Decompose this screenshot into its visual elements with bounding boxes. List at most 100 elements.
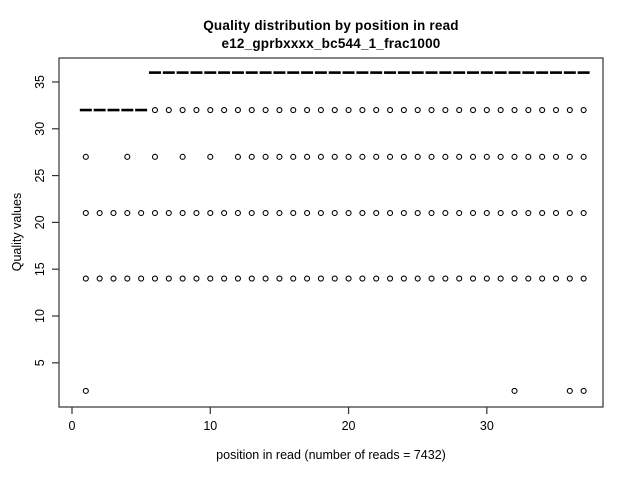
data-point-circle <box>331 153 338 160</box>
data-point-circle <box>483 209 490 217</box>
data-point-circle <box>414 209 421 217</box>
data-point-circle <box>566 107 573 114</box>
x-axis-label: position in read (number of reads = 7432… <box>216 448 446 462</box>
data-point-circle <box>580 153 587 160</box>
data-point-circle <box>386 107 394 114</box>
data-point-circle <box>345 153 352 160</box>
data-point-circle <box>442 275 449 282</box>
data-point-circle <box>483 153 490 160</box>
data-point-circle <box>580 107 587 114</box>
data-point-circle <box>456 209 463 217</box>
data-point-circle <box>234 153 241 160</box>
data-point-circle <box>566 387 573 394</box>
data-point-circle <box>262 107 269 114</box>
data-point-circle <box>456 153 463 160</box>
data-point-circle <box>193 275 200 282</box>
data-point-circle <box>207 107 214 114</box>
data-point-circle <box>456 107 463 114</box>
data-point-circle <box>248 107 255 114</box>
data-point-circle <box>234 209 241 217</box>
data-point-circle <box>234 275 241 282</box>
data-point-circle <box>138 275 145 282</box>
data-point-circle <box>428 209 435 217</box>
data-point-circle <box>566 209 573 217</box>
data-point-circle <box>539 275 546 282</box>
data-point-circle <box>469 107 477 114</box>
data-point-circle <box>359 153 366 160</box>
data-point-circle <box>525 275 532 282</box>
chart-title: Quality distribution by position in read <box>203 18 459 33</box>
data-point-circle <box>442 107 449 114</box>
data-point-circle <box>124 275 131 282</box>
data-point-circle <box>373 209 380 217</box>
data-point-circle <box>400 153 407 160</box>
data-point-circle <box>96 275 103 282</box>
data-point-circle <box>276 153 283 160</box>
data-point-circle <box>317 153 324 160</box>
data-point-circle <box>151 275 159 282</box>
data-point-circle <box>151 107 159 114</box>
data-point-circle <box>207 153 214 160</box>
data-point-circle <box>304 107 311 114</box>
x-tick-label: 20 <box>342 419 356 433</box>
data-point-circle <box>82 209 89 217</box>
data-point-circle <box>511 209 518 217</box>
data-point-circle <box>304 153 311 160</box>
data-point-circle <box>234 107 241 114</box>
data-point-circle <box>138 209 145 217</box>
data-point-circle <box>82 153 89 160</box>
data-point-circle <box>469 153 477 160</box>
data-point-circle <box>373 153 380 160</box>
data-point-circle <box>456 275 463 282</box>
data-point-circle <box>207 209 214 217</box>
data-point-circle <box>290 107 297 114</box>
y-tick-label: 25 <box>33 169 47 183</box>
data-point-circle <box>317 275 324 282</box>
data-point-circle <box>497 275 504 282</box>
y-tick-label: 30 <box>33 122 47 136</box>
y-tick-label: 20 <box>33 215 47 229</box>
data-point-circle <box>179 275 186 282</box>
data-point-circle <box>386 275 394 282</box>
data-point-circle <box>497 107 504 114</box>
data-point-circle <box>552 209 560 217</box>
data-point-circle <box>373 275 380 282</box>
data-point-circle <box>331 275 338 282</box>
data-point-circle <box>525 107 532 114</box>
data-point-circle <box>359 209 366 217</box>
chart-title-block: Quality distribution by position in read… <box>59 17 603 53</box>
y-tick-label: 10 <box>33 309 47 323</box>
data-point-circle <box>276 107 283 114</box>
data-point-circle <box>193 209 200 217</box>
data-point-circle <box>317 209 324 217</box>
data-point-circle <box>580 275 587 282</box>
data-point-circle <box>82 275 89 282</box>
data-point-circle <box>248 153 255 160</box>
data-point-circle <box>552 275 560 282</box>
data-point-circle <box>552 107 560 114</box>
data-point-circle <box>414 153 421 160</box>
data-point-circle <box>165 107 172 114</box>
data-point-circle <box>373 107 380 114</box>
data-point-circle <box>151 209 159 217</box>
data-point-circle <box>124 209 131 217</box>
data-point-circle <box>290 209 297 217</box>
data-point-circle <box>179 107 186 114</box>
data-point-circle <box>566 275 573 282</box>
data-point-circle <box>179 209 186 217</box>
data-point-circle <box>497 153 504 160</box>
data-point-circle <box>276 275 283 282</box>
data-point-circle <box>442 209 449 217</box>
data-point-circle <box>469 209 477 217</box>
data-point-circle <box>221 209 228 217</box>
data-point-circle <box>317 107 324 114</box>
data-point-circle <box>580 387 587 394</box>
data-point-circle <box>469 275 477 282</box>
data-point-circle <box>359 275 366 282</box>
data-point-circle <box>82 387 89 394</box>
data-point-circle <box>539 209 546 217</box>
data-point-circle <box>345 209 352 217</box>
data-point-circle <box>511 387 518 394</box>
data-point-circle <box>525 209 532 217</box>
